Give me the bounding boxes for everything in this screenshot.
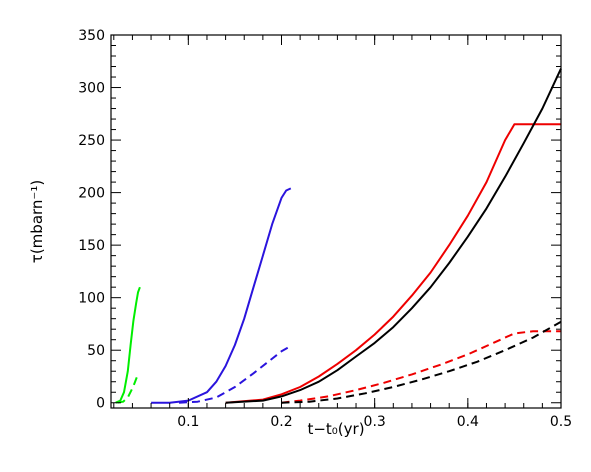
y-tick-label: 350 xyxy=(78,28,105,44)
y-tick-label: 200 xyxy=(78,186,105,202)
x-axis-label: t−t₀(yr) xyxy=(307,420,364,438)
y-tick-label: 100 xyxy=(78,291,105,307)
y-tick-label: 50 xyxy=(87,343,105,359)
y-tick-label: 250 xyxy=(78,133,105,149)
series-line-5 xyxy=(225,68,562,404)
y-tick-label: 0 xyxy=(96,396,105,412)
plot-lines xyxy=(115,68,562,404)
x-tick-label: 0.4 xyxy=(457,414,479,430)
y-axis-label: τ(mbarn⁻¹) xyxy=(28,180,46,263)
tick-marks xyxy=(111,34,562,408)
plot-frame xyxy=(110,34,562,409)
series-line-4 xyxy=(225,123,561,404)
series-line-3 xyxy=(178,345,292,404)
y-tick-label: 300 xyxy=(78,81,105,97)
series-line-2 xyxy=(151,187,292,404)
x-tick-label: 0.5 xyxy=(550,414,572,430)
series-line-6 xyxy=(281,330,561,404)
series-line-0 xyxy=(115,286,141,404)
series-line-7 xyxy=(281,320,562,404)
x-tick-label: 0.1 xyxy=(177,414,199,430)
tick-labels: 0.1 0.2 0.3 0.4 0.5 0 50 100 150 200 250 300 350 xyxy=(78,28,572,430)
series-line-1 xyxy=(117,376,139,404)
y-tick-label: 150 xyxy=(78,238,105,254)
x-tick-label: 0.2 xyxy=(270,414,292,430)
x-tick-label: 0.3 xyxy=(364,414,386,430)
